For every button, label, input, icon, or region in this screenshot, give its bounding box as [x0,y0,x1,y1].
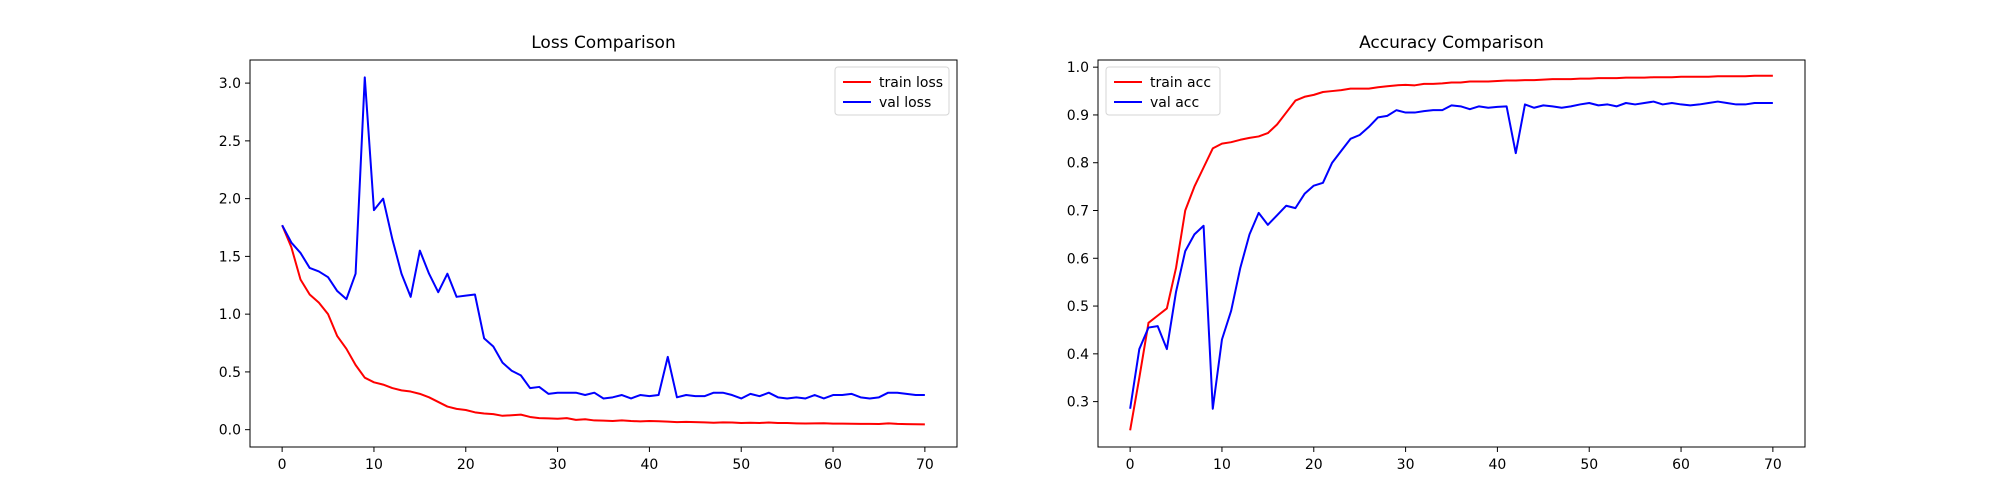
loss-y-tick-label: 1.0 [219,307,241,323]
accuracy-legend: train acc val acc [1105,66,1221,116]
accuracy-y-tick-label: 0.5 [1067,299,1089,315]
loss-chart-title: Loss Comparison [531,33,675,53]
loss-x-tick-label: 50 [732,457,750,473]
accuracy-axes-frame [1097,59,1806,448]
accuracy-legend-label: train acc [1150,75,1211,91]
accuracy-x-tick-label: 10 [1213,457,1231,473]
loss-x-tick-label: 0 [278,457,287,473]
chart-accuracy: Accuracy Comparison 0 10 20 30 40 50 60 70 0.3 0.4… [1067,33,1806,473]
chart-loss: Loss Comparison 0 10 20 30 40 50 60 70 0.0 0.5 1.0 1… [219,33,958,473]
accuracy-chart-title: Accuracy Comparison [1359,33,1544,53]
loss-y-tick-label: 2.5 [219,134,241,150]
accuracy-x-tick-label: 50 [1580,457,1598,473]
accuracy-series-train-acc-line [1129,74,1773,431]
accuracy-x-tick-label: 30 [1397,457,1415,473]
loss-y-tick-label: 3.0 [219,76,241,92]
loss-legend-label: train loss [879,75,943,91]
accuracy-y-tick-label: 0.4 [1067,347,1089,363]
loss-x-tick-label: 10 [365,457,383,473]
loss-series-train-loss-line [281,224,925,426]
loss-y-tick-label: 1.5 [219,249,241,265]
accuracy-series-val-acc-line [1129,100,1773,410]
accuracy-legend-label: val acc [1150,95,1199,111]
loss-x-tick-label: 20 [457,457,475,473]
loss-series-val-loss-line [281,76,925,400]
loss-axes-frame [249,59,958,448]
accuracy-y-tick-label: 0.6 [1067,251,1089,267]
accuracy-y-tick-label: 0.8 [1067,156,1089,172]
accuracy-x-tick-label: 40 [1488,457,1506,473]
loss-y-tick-label: 0.0 [219,423,241,439]
accuracy-y-tick-label: 0.9 [1067,108,1089,124]
accuracy-x-tick-label: 60 [1672,457,1690,473]
loss-y-tick-label: 0.5 [219,365,241,381]
accuracy-y-tick-label: 0.3 [1067,395,1089,411]
loss-x-tick-label: 60 [824,457,842,473]
loss-legend-label: val loss [879,95,931,111]
loss-y-tick-label: 2.0 [219,192,241,208]
loss-x-tick-label: 70 [916,457,934,473]
accuracy-y-tick-label: 0.7 [1067,204,1089,220]
accuracy-x-tick-label: 0 [1126,457,1135,473]
loss-x-tick-label: 40 [640,457,658,473]
accuracy-x-tick-label: 20 [1305,457,1323,473]
accuracy-x-tick-label: 70 [1764,457,1782,473]
loss-x-tick-label: 30 [549,457,567,473]
accuracy-y-tick-label: 1.0 [1067,60,1089,76]
loss-legend: train loss val loss [834,66,950,116]
